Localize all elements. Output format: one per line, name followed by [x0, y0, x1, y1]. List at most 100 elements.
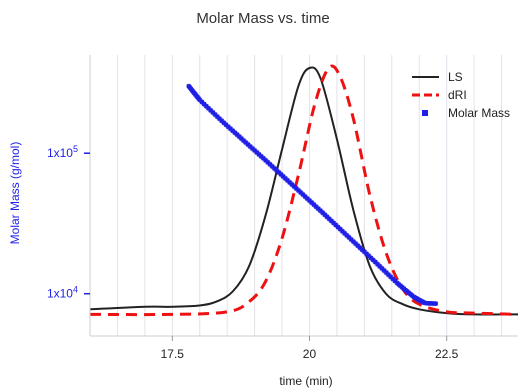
molar-mass-point	[314, 204, 319, 209]
molar-mass-point	[298, 190, 303, 195]
molar-mass-point	[241, 138, 246, 143]
molar-mass-point	[329, 218, 334, 223]
y-axis-label: Molar Mass (g/mol)	[8, 142, 22, 245]
molar-mass-point	[342, 231, 347, 236]
y-tick-label: 1x105	[47, 144, 78, 160]
x-axis-label: time (min)	[279, 374, 332, 388]
molar-mass-point	[263, 158, 268, 163]
molar-mass-point	[239, 136, 244, 141]
molar-mass-point	[213, 112, 218, 117]
molar-mass-point	[338, 227, 343, 232]
legend-label: dRI	[448, 88, 467, 102]
molar-mass-point	[303, 194, 308, 199]
series-dri	[89, 64, 518, 317]
molar-mass-point	[281, 174, 286, 179]
molar-mass-point	[197, 97, 202, 102]
molar-mass-point	[300, 192, 305, 197]
molar-mass-point	[287, 180, 292, 185]
molar-mass-point	[384, 270, 389, 275]
LS-line	[89, 66, 518, 316]
molar-mass-point	[305, 196, 310, 201]
molar-mass-point	[309, 200, 314, 205]
molar-mass-point	[254, 150, 259, 155]
molar-mass-point	[270, 164, 275, 169]
molar-mass-point	[375, 262, 380, 267]
molar-mass-point	[327, 216, 332, 221]
molar-mass-point	[210, 110, 215, 115]
molar-mass-point	[393, 279, 398, 283]
molar-mass-point	[364, 251, 369, 256]
molar-mass-point	[377, 264, 382, 269]
molar-mass-point	[371, 258, 376, 262]
molar-mass-point	[362, 249, 367, 254]
molar-mass-point	[379, 266, 384, 271]
legend-label: Molar Mass	[448, 106, 510, 120]
molar-mass-point	[388, 274, 393, 279]
molar-mass-point	[390, 276, 395, 281]
molar-mass-point	[433, 301, 438, 306]
molar-mass-point	[344, 233, 349, 238]
molar-mass-point	[386, 272, 391, 277]
molar-mass-point	[358, 245, 362, 250]
molar-mass-point	[268, 162, 272, 167]
dRI-line	[89, 64, 518, 317]
molar-mass-point	[259, 154, 264, 159]
chart-title: Molar Mass vs. time	[196, 10, 329, 27]
x-tick-label: 17.5	[161, 347, 185, 361]
molar-mass-point	[285, 178, 290, 183]
legend-label: LS	[448, 70, 463, 84]
molar-mass-point	[276, 170, 281, 175]
molar-mass-point	[257, 152, 261, 157]
molar-mass-point	[228, 126, 233, 131]
molar-mass-point	[202, 102, 207, 106]
molar-mass-point	[283, 176, 288, 181]
legend-swatch	[422, 110, 428, 116]
molar-mass-point	[235, 132, 240, 137]
molar-mass-point	[360, 247, 365, 252]
molar-mass-point	[237, 134, 242, 139]
molar-mass-point	[325, 214, 329, 219]
molar-mass-point	[333, 223, 338, 227]
y-tick-label: 1x104	[47, 285, 78, 301]
molar-mass-point	[248, 144, 253, 149]
molar-mass-point	[311, 202, 316, 207]
molar-mass-point	[206, 106, 211, 111]
molar-mass-point	[274, 168, 279, 173]
molar-mass-point	[226, 124, 231, 129]
molar-mass-point	[368, 256, 373, 260]
molar-mass-point	[261, 156, 266, 161]
x-tick-label: 20	[303, 347, 317, 361]
series-molar-mass	[186, 83, 439, 307]
grid-lines	[89, 55, 503, 336]
molar-mass-point	[296, 188, 301, 193]
series-ls	[89, 66, 518, 316]
molar-mass-point	[208, 108, 213, 113]
molar-mass-point	[232, 130, 237, 135]
molar-mass-point	[347, 235, 351, 240]
legend-item: dRI	[412, 88, 467, 102]
molar-mass-point	[382, 268, 387, 273]
molar-mass-point	[250, 146, 255, 151]
molar-mass-point	[318, 208, 323, 213]
molar-mass-point	[265, 160, 270, 165]
molar-mass-point	[279, 172, 283, 177]
series-layer	[89, 64, 518, 317]
molar-mass-point	[307, 198, 312, 203]
molar-mass-point	[217, 116, 222, 121]
legend: LS dRI Molar Mass	[412, 70, 510, 120]
molar-mass-point	[366, 253, 371, 258]
molar-mass-point	[349, 237, 354, 242]
molar-mass-point	[199, 99, 204, 104]
legend-item: LS	[412, 70, 463, 84]
molar-mass-point	[230, 128, 235, 133]
molar-mass-point	[373, 260, 378, 264]
molar-mass-point	[246, 142, 250, 147]
molar-mass-point	[224, 122, 229, 127]
molar-mass-point	[353, 241, 358, 246]
molar-mass-point	[340, 229, 345, 234]
molar-mass-point	[215, 114, 220, 119]
molar-mass-point	[219, 118, 224, 123]
molar-mass-point	[221, 120, 226, 125]
